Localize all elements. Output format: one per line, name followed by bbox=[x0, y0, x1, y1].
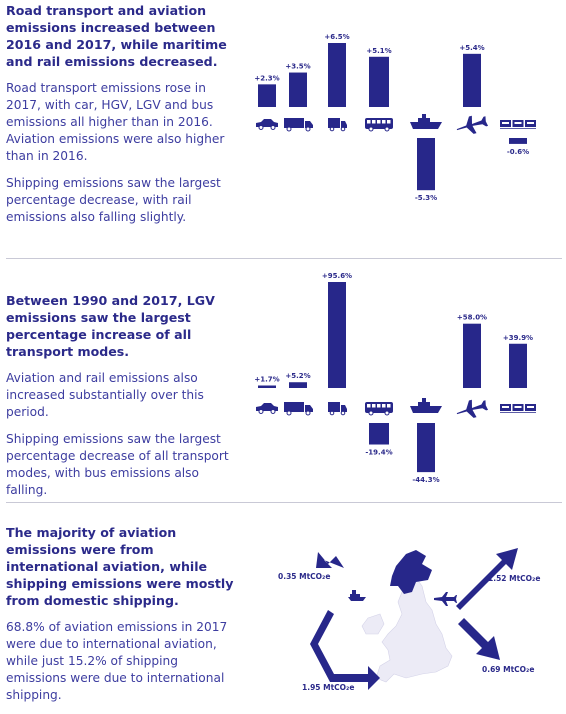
bar-label-lgv: +6.5% bbox=[324, 33, 349, 41]
plane-icon bbox=[456, 399, 489, 418]
bar-label-plane: +5.4% bbox=[459, 44, 484, 52]
bar-label-hgv: +3.5% bbox=[285, 63, 310, 71]
bar-ship bbox=[417, 138, 435, 191]
bar-plane bbox=[463, 323, 481, 388]
bar-label-ship: -5.3% bbox=[415, 194, 437, 202]
section-annual-change: Road transport and aviation emissions in… bbox=[0, 0, 566, 258]
divider-1 bbox=[6, 258, 562, 259]
bar-label-car: +1.7% bbox=[254, 376, 279, 384]
hgv-icon bbox=[284, 118, 313, 132]
bar-label-car: +2.3% bbox=[254, 74, 279, 82]
bar-label-plane: +58.0% bbox=[457, 314, 487, 322]
section1-para1: Road transport emissions rose in 2017, w… bbox=[6, 81, 225, 163]
section1-para2: Shipping emissions saw the largest perce… bbox=[6, 176, 221, 224]
car-icon bbox=[256, 119, 278, 130]
car-icon bbox=[256, 403, 278, 414]
section3-para1: 68.8% of aviation emissions in 2017 were… bbox=[6, 620, 228, 702]
map-label-top-right: 1.52 MtCO₂e bbox=[488, 574, 540, 583]
bar-label-ship: -44.3% bbox=[412, 476, 439, 484]
arrow-bottom-right bbox=[458, 618, 500, 660]
divider-2 bbox=[6, 502, 562, 503]
bar-ship bbox=[417, 423, 435, 473]
bar-bus bbox=[369, 423, 389, 445]
section-international-split: The majority of aviation emissions were … bbox=[0, 506, 566, 710]
section3-text: The majority of aviation emissions were … bbox=[6, 524, 242, 714]
bar-label-bus: +5.1% bbox=[366, 47, 391, 55]
bar-lgv bbox=[328, 43, 346, 107]
bar-bus bbox=[369, 56, 389, 107]
bar-hgv bbox=[289, 72, 307, 107]
section2-heading: Between 1990 and 2017, LGV emissions saw… bbox=[6, 293, 215, 359]
rail-icon bbox=[500, 120, 536, 129]
lgv-icon bbox=[328, 402, 347, 416]
arrow-top-right bbox=[456, 548, 518, 610]
rail-icon bbox=[500, 404, 536, 413]
section1-text: Road transport and aviation emissions in… bbox=[6, 2, 242, 236]
scotland-icon bbox=[390, 550, 432, 594]
chart-annual-change: +2.3% +3.5% +6.5% +5.1% -5.3% +5.4% -0.6% bbox=[254, 33, 536, 202]
bar-label-hgv: +5.2% bbox=[285, 372, 310, 380]
arrow-top-left bbox=[316, 552, 344, 568]
bar-rail bbox=[509, 138, 527, 144]
ship-icon bbox=[410, 398, 442, 413]
map-label-bottom-right: 0.69 MtCO₂e bbox=[482, 665, 534, 674]
bar-label-rail: +39.9% bbox=[503, 334, 533, 342]
international-emissions-map: 0.35 MtCO₂e 1.52 MtCO₂e 0.69 MtCO₂e 1.95… bbox=[278, 548, 540, 692]
bus-icon bbox=[365, 402, 393, 416]
section2-para1: Aviation and rail emissions also increas… bbox=[6, 371, 204, 419]
section3-heading: The majority of aviation emissions were … bbox=[6, 525, 234, 608]
bar-label-bus: -19.4% bbox=[365, 449, 392, 457]
arrow-bottom-left bbox=[310, 610, 380, 690]
bar-lgv bbox=[328, 282, 346, 388]
section-long-term-change: Between 1990 and 2017, LGV emissions saw… bbox=[0, 262, 566, 498]
bar-car bbox=[258, 385, 276, 388]
hgv-icon bbox=[284, 402, 313, 416]
section2-para2: Shipping emissions saw the largest perce… bbox=[6, 432, 229, 497]
section1-heading: Road transport and aviation emissions in… bbox=[6, 3, 227, 69]
lgv-icon bbox=[328, 118, 347, 132]
ship-icon bbox=[410, 114, 442, 129]
map-label-bottom-left: 1.95 MtCO₂e bbox=[302, 683, 354, 692]
bar-hgv bbox=[289, 382, 307, 388]
bar-plane bbox=[463, 53, 481, 107]
bar-label-rail: -0.6% bbox=[507, 148, 529, 156]
plane-icon bbox=[456, 115, 489, 134]
bar-label-lgv: +95.6% bbox=[322, 272, 352, 280]
ship-icon bbox=[348, 590, 366, 601]
bar-rail bbox=[509, 343, 527, 388]
chart-long-term-change: +1.7% +5.2% +95.6% -19.4% -44.3% +58.0% +39.9% bbox=[254, 272, 536, 484]
bar-car bbox=[258, 84, 276, 107]
bus-icon bbox=[365, 118, 393, 132]
plane-icon bbox=[434, 592, 457, 606]
map-label-top-left: 0.35 MtCO₂e bbox=[278, 572, 330, 581]
uk-map-icon bbox=[361, 577, 453, 683]
section2-text: Between 1990 and 2017, LGV emissions saw… bbox=[6, 292, 242, 509]
